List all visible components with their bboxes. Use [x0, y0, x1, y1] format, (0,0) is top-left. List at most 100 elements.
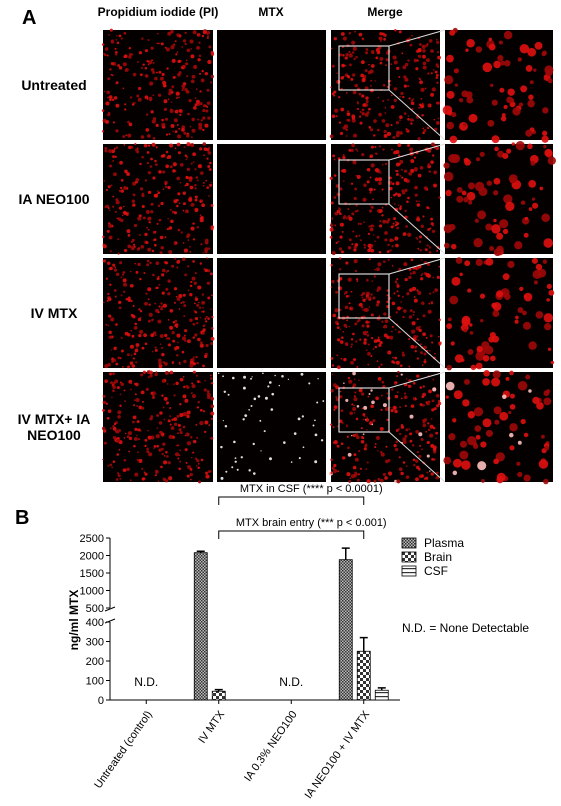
cell [170, 219, 174, 224]
cell [509, 404, 516, 410]
cell [430, 417, 433, 420]
cell [391, 388, 394, 391]
cell [103, 180, 106, 182]
cell [197, 337, 201, 342]
significance-label: MTX in CSF (**** p < 0.0001) [240, 483, 383, 495]
cell [373, 479, 377, 483]
cell [369, 187, 373, 192]
mtx-signal [298, 457, 301, 460]
cell [123, 389, 126, 392]
cell [164, 182, 167, 185]
cell [138, 308, 141, 311]
cell [363, 307, 368, 312]
cell [122, 135, 126, 139]
cell [499, 411, 509, 421]
cell [192, 356, 195, 359]
cell [515, 141, 525, 151]
cell [189, 125, 192, 128]
cell [419, 165, 424, 170]
cell [120, 179, 124, 182]
cell [194, 297, 199, 302]
cell [152, 394, 155, 397]
cell [498, 40, 503, 45]
cell [431, 399, 435, 403]
cell [109, 266, 113, 271]
cell [169, 308, 174, 313]
cells [217, 372, 325, 480]
cell [431, 87, 436, 92]
cell [118, 34, 122, 38]
cell [459, 272, 463, 277]
cell [186, 410, 191, 415]
cell [146, 59, 149, 63]
cell [174, 40, 177, 43]
cell [398, 267, 402, 271]
cell [163, 99, 168, 104]
cell [374, 168, 380, 173]
cell [373, 275, 376, 278]
cell [367, 232, 371, 236]
cell [158, 448, 162, 452]
cell [434, 70, 438, 74]
cell [391, 182, 395, 186]
cell [115, 323, 118, 326]
cell [181, 46, 184, 48]
cell [157, 480, 160, 482]
cell [194, 168, 197, 171]
cell [426, 440, 430, 445]
cell [174, 257, 177, 260]
cell [381, 163, 384, 166]
cell [112, 159, 115, 162]
cell [416, 289, 419, 292]
cell [350, 343, 353, 346]
cell [331, 250, 336, 256]
mtx-signal [220, 445, 223, 449]
cell [164, 362, 168, 366]
cell [109, 164, 113, 168]
cell [421, 301, 425, 305]
cell [150, 68, 155, 72]
cell [108, 235, 113, 240]
cell [172, 339, 176, 343]
cell [421, 395, 425, 399]
cell [329, 227, 334, 232]
cell [426, 244, 429, 247]
cells [101, 370, 215, 484]
cell [546, 298, 550, 302]
cell [463, 196, 469, 203]
cell [348, 480, 352, 483]
cell [112, 358, 117, 362]
cell [183, 385, 186, 389]
cell [428, 170, 431, 173]
cell [189, 318, 193, 323]
cell [383, 312, 387, 316]
cell [197, 466, 200, 470]
cell [182, 375, 185, 378]
cell [131, 199, 136, 203]
cell [405, 465, 408, 467]
cell [520, 418, 526, 425]
cell [141, 204, 145, 209]
cell [409, 309, 413, 312]
cell [126, 467, 130, 472]
cell [195, 176, 199, 179]
cell [394, 203, 396, 205]
cell [145, 209, 150, 214]
cell [149, 261, 152, 264]
cell [403, 262, 408, 267]
cell [179, 460, 182, 463]
cell [113, 172, 117, 177]
cell [165, 337, 169, 340]
cell [348, 379, 353, 384]
cell [184, 184, 187, 187]
cell [136, 458, 139, 461]
cell [389, 84, 392, 86]
cell [361, 153, 365, 157]
cell [331, 279, 335, 284]
cell [464, 158, 471, 166]
cell [384, 162, 388, 166]
cell [383, 38, 386, 41]
cell [349, 411, 353, 416]
cell [417, 339, 420, 342]
cell [116, 217, 119, 220]
